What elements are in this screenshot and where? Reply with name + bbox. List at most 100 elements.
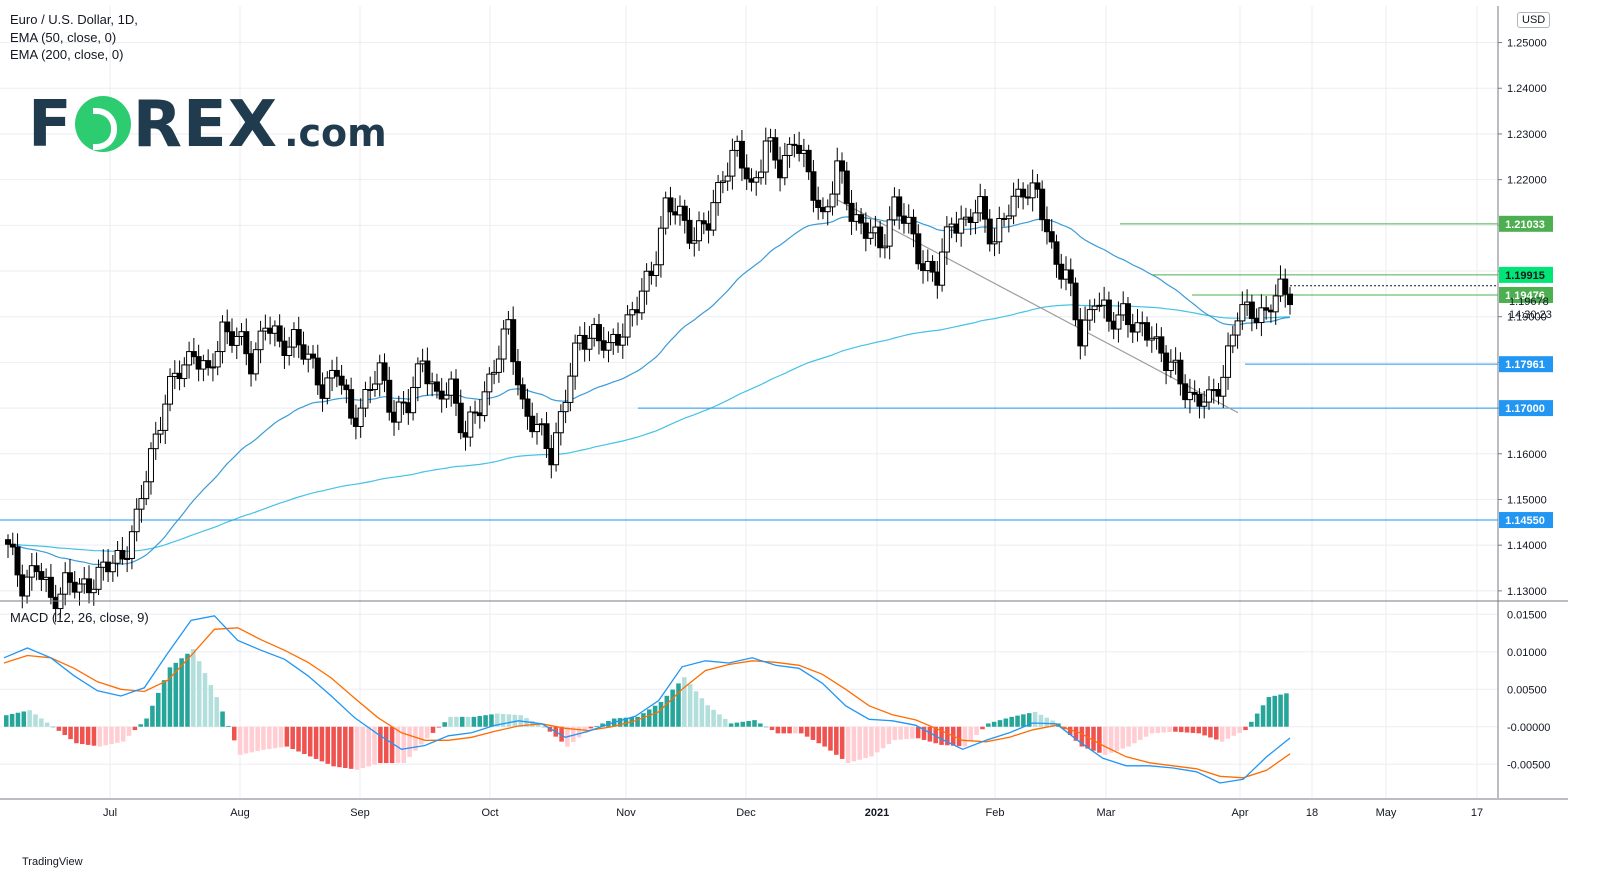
candle: [653, 251, 660, 287]
candle-body: [262, 327, 269, 332]
candle-body: [124, 557, 131, 560]
candle: [214, 340, 221, 376]
candle: [186, 341, 193, 379]
time-tick-label: Oct: [481, 807, 498, 819]
level-label: 1.17000: [1505, 403, 1545, 415]
candle: [333, 356, 340, 388]
candle-body: [448, 378, 455, 396]
candle: [643, 263, 650, 305]
candle: [124, 546, 131, 573]
candle: [14, 533, 21, 587]
candle: [1134, 309, 1141, 342]
macd-histogram-bar: [231, 726, 237, 741]
candle-body: [548, 448, 555, 466]
currency-badge[interactable]: USD: [1517, 12, 1551, 28]
candle: [1005, 204, 1012, 233]
candle-body: [1267, 309, 1274, 313]
macd-histogram-bar: [682, 677, 687, 727]
candle-body: [591, 324, 598, 339]
candle: [1158, 327, 1165, 363]
candle-body: [1124, 303, 1131, 326]
candle-body: [381, 362, 388, 381]
candle-body: [362, 388, 369, 409]
macd-histogram-bar: [991, 721, 997, 727]
macd-histogram-bar: [728, 723, 734, 727]
price-tick-label: 1.19000: [1507, 312, 1547, 324]
candle: [62, 562, 69, 606]
macd-histogram-bar: [1254, 713, 1260, 727]
macd-histogram-bar: [804, 726, 810, 737]
candle-body: [1129, 324, 1136, 333]
candle: [457, 389, 464, 440]
candle-body: [33, 565, 40, 573]
candle-body: [357, 407, 364, 427]
candle-body: [777, 159, 784, 179]
macd-tick-label: 0.01000: [1507, 647, 1547, 659]
macd-histogram-bar: [366, 726, 371, 767]
candle: [147, 442, 154, 495]
candle-body: [1153, 336, 1160, 339]
candle-body: [939, 251, 946, 286]
macd-histogram-bar: [1225, 726, 1231, 739]
candle: [343, 379, 350, 404]
macd-histogram-bar: [272, 726, 278, 749]
candle-body: [815, 199, 822, 209]
macd-histogram-bar: [126, 726, 132, 736]
candle: [534, 412, 541, 445]
candle-body: [181, 364, 188, 380]
macd-histogram-bar: [313, 726, 319, 759]
macd-histogram-bar: [851, 726, 857, 762]
level-label: 1.21033: [1505, 219, 1545, 231]
macd-histogram-bar: [214, 697, 219, 727]
candle-body: [171, 372, 178, 378]
candle-body: [881, 245, 888, 249]
macd-histogram-bar: [512, 714, 518, 727]
candle-body: [1048, 231, 1055, 243]
candle-body: [81, 578, 88, 585]
candle-body: [143, 481, 150, 500]
macd-histogram-bar: [500, 713, 506, 727]
macd-histogram-bar: [50, 726, 56, 728]
macd-histogram-bar: [372, 726, 377, 765]
candle: [1043, 206, 1050, 245]
candle-body: [281, 340, 288, 356]
candle: [95, 559, 102, 596]
candle-body: [476, 412, 483, 417]
candle-body: [905, 216, 912, 224]
candle-body: [676, 205, 683, 216]
horizontal-levels[interactable]: [0, 223, 1498, 521]
candle: [557, 404, 564, 446]
macd-histogram-bar: [1231, 726, 1237, 736]
candle-body: [662, 197, 669, 229]
candle-body: [128, 531, 135, 559]
candle: [467, 406, 474, 447]
candle-body: [486, 373, 493, 393]
price-tick-label: 1.16000: [1507, 449, 1547, 461]
candle: [381, 353, 388, 393]
candle: [1225, 332, 1232, 390]
candle-body: [162, 403, 169, 431]
macd-histogram-bar: [179, 658, 184, 727]
candle-body: [371, 383, 378, 391]
candle-body: [543, 423, 550, 450]
candle-body: [839, 160, 846, 172]
macd-histogram-bar: [1278, 694, 1283, 727]
candle-body: [567, 375, 574, 403]
macd-histogram-bar: [33, 714, 38, 727]
macd-histogram-bar: [746, 720, 751, 727]
macd-histogram-bar: [600, 723, 605, 727]
candle: [1144, 316, 1151, 347]
candle-body: [376, 362, 383, 385]
macd-histogram-bar: [910, 726, 915, 739]
logo-suffix: .com: [284, 111, 387, 155]
candle-body: [538, 423, 545, 426]
candle: [1220, 365, 1227, 408]
candle-body: [343, 384, 350, 391]
candle: [519, 377, 526, 409]
candle: [910, 209, 917, 248]
macd-histogram-bar: [220, 711, 225, 727]
candle-body: [86, 578, 93, 594]
candle: [1272, 284, 1279, 325]
candle-body: [805, 149, 812, 173]
